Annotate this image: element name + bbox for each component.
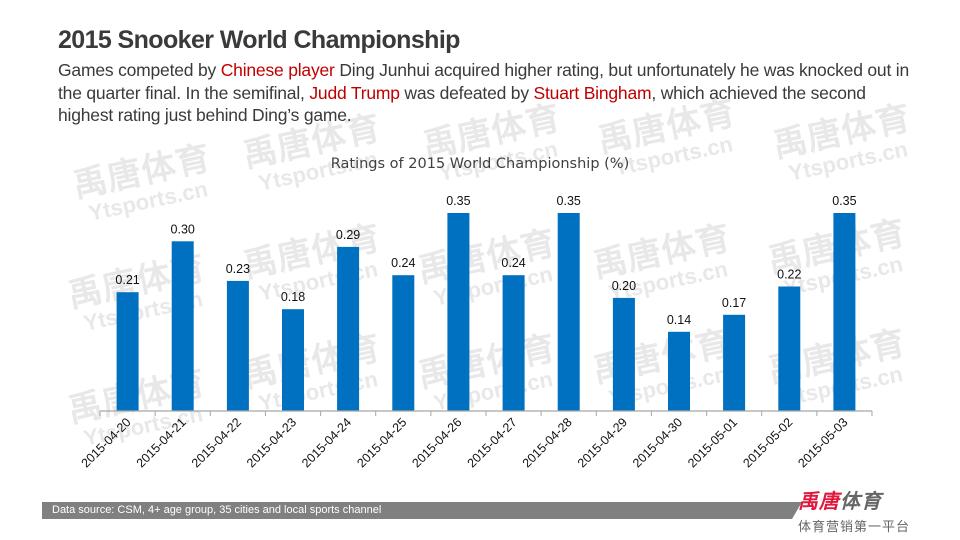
- x-tick-label: 2015-05-03: [795, 415, 850, 470]
- value-label: 0.24: [501, 256, 525, 270]
- footer-bar-wedge: [792, 502, 802, 519]
- value-label: 0.23: [226, 262, 250, 276]
- x-tick-label: 2015-04-21: [134, 415, 189, 470]
- bar-2015-04-22: [226, 280, 249, 411]
- bar-2015-04-29: [612, 297, 635, 411]
- x-tick-label: 2015-04-28: [520, 415, 575, 470]
- logo-wordmark-red: 禹唐: [798, 489, 840, 513]
- subtitle-text: , which achieved the second highest rati…: [58, 82, 866, 126]
- x-tick-label: 2015-04-25: [354, 415, 409, 470]
- bar-2015-04-30: [668, 331, 690, 411]
- bar-2015-05-03: [833, 213, 856, 411]
- value-label: 0.18: [281, 290, 305, 304]
- bars-group: [116, 213, 856, 411]
- x-tick-label: 2015-05-02: [740, 415, 795, 470]
- x-tick-label: 2015-04-30: [630, 415, 685, 470]
- highlighted-name: Judd Trump: [309, 82, 400, 103]
- page-title: 2015 Snooker World Championship: [58, 26, 460, 54]
- x-tick-label: 2015-05-01: [685, 415, 740, 470]
- bar-2015-04-27: [502, 275, 525, 411]
- subtitle-text: was defeated by: [399, 82, 534, 103]
- value-label: 0.30: [171, 222, 195, 236]
- value-label: 0.20: [612, 279, 636, 293]
- bar-chart: Ratings of 2015 World Championship (%) 0…: [79, 156, 873, 470]
- highlighted-name: Chinese player: [220, 60, 335, 80]
- x-tick-label: 2015-04-27: [465, 415, 520, 470]
- logo-tagline: 体育营销第一平台: [798, 520, 911, 535]
- bar-2015-04-20: [116, 292, 139, 411]
- bar-2015-05-01: [723, 314, 746, 411]
- value-label: 0.22: [777, 268, 801, 282]
- bar-2015-04-23: [282, 309, 304, 411]
- value-label: 0.17: [722, 296, 746, 310]
- data-source-bar: Data source: CSM, 4+ age group, 35 citie…: [42, 502, 792, 519]
- value-label: 0.35: [557, 194, 581, 208]
- bar-2015-04-28: [557, 213, 580, 411]
- value-label: 0.35: [832, 194, 856, 208]
- value-label: 0.14: [667, 313, 691, 327]
- brand-logo: 禹唐体育 体育营销第一平台: [798, 485, 948, 535]
- subtitle-text: Ding Junhui acquired higher rating, but …: [58, 60, 910, 103]
- value-label: 0.24: [391, 256, 415, 270]
- data-source-text: Data source: CSM, 4+ age group, 35 citie…: [52, 504, 382, 516]
- value-labels-group: 0.21 0.30 0.23 0.18 0.29 0.24 0.35 0.24 0.35 0.20…: [115, 194, 856, 327]
- page-subtitle: Games competed by Chinese player Ding Ju…: [58, 59, 918, 127]
- bar-2015-04-21: [171, 241, 194, 411]
- x-tick-label: 2015-04-22: [189, 415, 244, 470]
- value-label: 0.29: [336, 228, 360, 242]
- bar-2015-04-26: [447, 213, 470, 411]
- bar-2015-04-25: [392, 275, 415, 411]
- subtitle-text: Games competed by: [58, 60, 221, 80]
- x-tick-label: 2015-04-20: [79, 415, 134, 470]
- bar-2015-04-24: [337, 246, 360, 411]
- logo-wordmark: 禹唐体育: [798, 485, 948, 514]
- bar-2015-05-02: [778, 286, 801, 411]
- x-tick-labels-group: 2015-04-20 2015-04-21 2015-04-22 2015-04-23…: [79, 415, 851, 470]
- x-ticks-group: [99, 411, 873, 416]
- chart-title: Ratings of 2015 World Championship (%): [331, 156, 629, 172]
- logo-wordmark-grey: 体育: [840, 489, 882, 513]
- highlighted-name: Stuart Bingham: [533, 82, 652, 103]
- x-tick-label: 2015-04-29: [575, 415, 630, 470]
- value-label: 0.35: [446, 194, 470, 208]
- x-tick-label: 2015-04-24: [299, 415, 354, 470]
- x-tick-label: 2015-04-23: [244, 415, 299, 470]
- x-tick-label: 2015-04-26: [409, 415, 464, 470]
- value-label: 0.21: [115, 273, 139, 287]
